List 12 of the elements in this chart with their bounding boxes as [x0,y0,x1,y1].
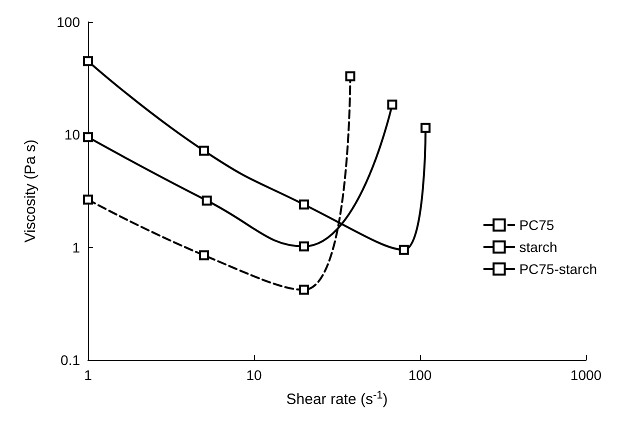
y-tick-label: 0.1 [60,352,80,368]
legend-label: PC75 [519,217,554,233]
x-tick-label: 1 [84,367,92,383]
x-tick-label: 10 [246,367,262,383]
x-tick-label: 100 [408,367,432,383]
y-tick-label: 10 [64,126,80,143]
x-tick-label: 1000 [570,367,602,383]
y-tick-label: 1 [72,239,80,256]
y-tick-label: 100 [56,14,80,30]
legend-label: PC75-starch [519,261,598,277]
y-axis-title: Viscosity (Pa s) [22,139,39,243]
legend-label: starch [519,239,558,255]
